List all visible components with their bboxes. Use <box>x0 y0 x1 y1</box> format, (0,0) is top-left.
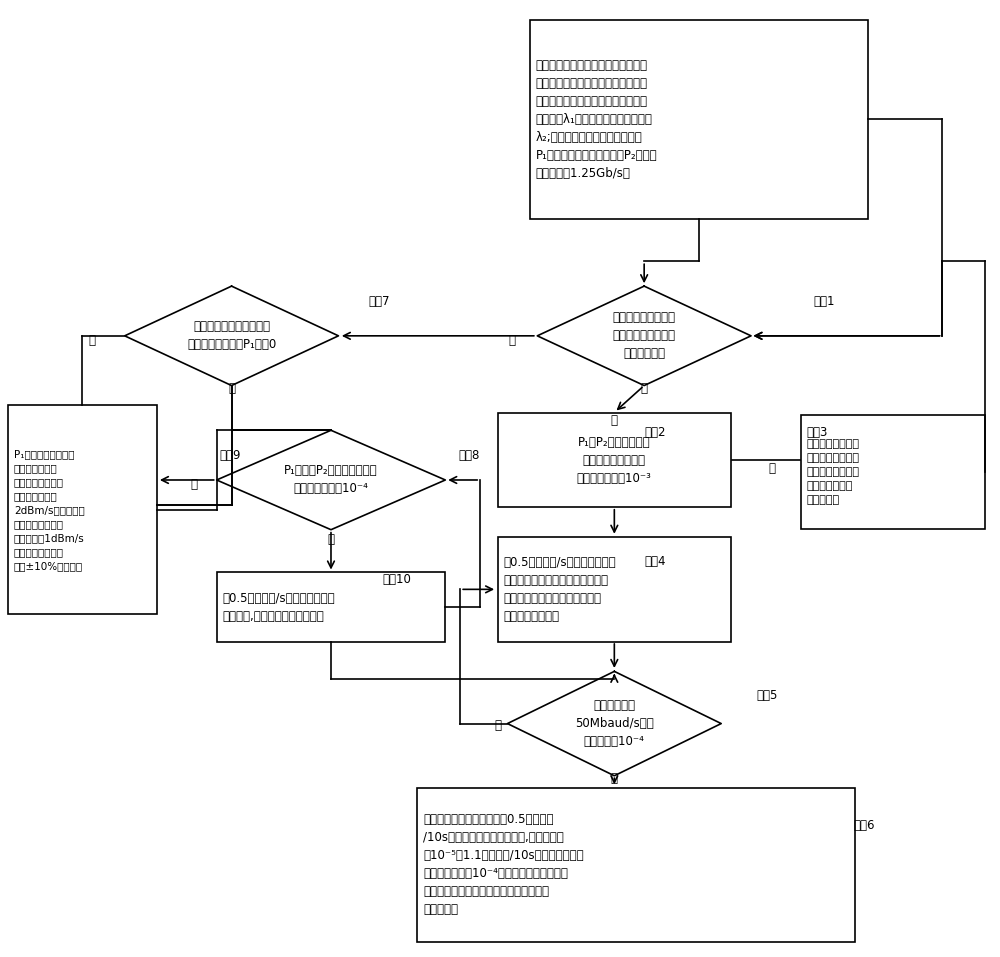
Polygon shape <box>537 286 751 386</box>
Bar <box>498 412 731 507</box>
Text: 步骤4: 步骤4 <box>644 555 666 568</box>
Text: 否: 否 <box>508 334 515 347</box>
Text: 步骤2: 步骤2 <box>644 426 666 438</box>
Text: P₁不变，P₂设为最大，检测
误码率是否劣于10⁻⁴: P₁不变，P₂设为最大，检测 误码率是否劣于10⁻⁴ <box>284 464 378 496</box>
Text: 根据轨道位置和地面发来指令设置飞
秒光梳模块处于星间精密测距状态还
是光信道探测状态。飞秒光梳模块的
波长定为λ₁，光通信终端的波长定为
λ₂;设置初始飞秒光梳: 根据轨道位置和地面发来指令设置飞 秒光梳模块处于星间精密测距状态还 是光信道探测… <box>536 58 657 180</box>
Bar <box>498 537 731 641</box>
Text: 将信号调制在光梳上，并以0.5倍原速率
/10s为步进降低信号发射速率,当误码率优
于10⁻⁵以1.1倍原速率/10s为步进提升速率
直至误码率接近10⁻⁴。飞: 将信号调制在光梳上，并以0.5倍原速率 /10s为步进降低信号发射速率,当误码率… <box>423 813 584 916</box>
Text: 步骤1: 步骤1 <box>813 295 835 307</box>
Text: 步骤9: 步骤9 <box>220 449 241 461</box>
Bar <box>530 20 868 218</box>
Text: 步骤3: 步骤3 <box>806 426 828 438</box>
Bar <box>801 415 985 529</box>
Polygon shape <box>217 431 445 530</box>
Bar <box>417 788 855 942</box>
Bar <box>8 406 157 614</box>
Text: P₁打开并调到最大，
接收光梳反射信
号，在确保测距精
度的前提下，以
2dBm/s为步进降低
光梳测距信号发射
功率，并以1dBm/s
步进将测距精度保
持在: P₁打开并调到最大， 接收光梳反射信 号，在确保测距精 度的前提下，以 2dBm… <box>14 449 85 570</box>
Text: 否: 否 <box>89 334 96 347</box>
Text: 以0.5倍原速率/s为步进降低信号
发射速率,收端同步降低发射速率: 以0.5倍原速率/s为步进降低信号 发射速率,收端同步降低发射速率 <box>223 591 335 623</box>
Bar <box>217 572 445 642</box>
Polygon shape <box>125 286 338 386</box>
Text: 步骤10: 步骤10 <box>383 573 412 586</box>
Text: 步骤8: 步骤8 <box>458 449 480 461</box>
Text: 飞秒光梳模块是否处于星
间精密测距状态，P₁设为0: 飞秒光梳模块是否处于星 间精密测距状态，P₁设为0 <box>187 321 276 351</box>
Text: 否: 否 <box>768 461 775 475</box>
Text: 步骤5: 步骤5 <box>757 689 778 702</box>
Text: 否: 否 <box>495 719 502 732</box>
Text: 根据指令检测，飞秒
光梳模块是否处于光
信道探测状态: 根据指令检测，飞秒 光梳模块是否处于光 信道探测状态 <box>613 311 676 361</box>
Text: 步骤7: 步骤7 <box>369 295 390 307</box>
Text: 是: 是 <box>611 413 618 427</box>
Text: 是: 是 <box>641 382 648 395</box>
Text: 保持通信，飞秒光
梳模块通过接收反
射信号计算信道衰
减和传输界面突
变，并记录: 保持通信，飞秒光 梳模块通过接收反 射信号计算信道衰 减和传输界面突 变，并记录 <box>807 439 860 505</box>
Text: 否: 否 <box>190 478 197 492</box>
Text: 是: 是 <box>611 771 618 785</box>
Text: 通信速率低于
50Mbaud/s，且
误码率劣于10⁻⁴: 通信速率低于 50Mbaud/s，且 误码率劣于10⁻⁴ <box>575 699 654 748</box>
Polygon shape <box>507 672 721 776</box>
Text: P₁和P₂设为最大，检
测对端发来的信号，
误码率是否劣于10⁻³: P₁和P₂设为最大，检 测对端发来的信号， 误码率是否劣于10⁻³ <box>577 435 652 484</box>
Text: 以0.5倍原速率/s为步进降低信号
发射速率，飞秒光梳模块通过接收
反射信号计算信道衰减和传输界
面的突变，并记录: 以0.5倍原速率/s为步进降低信号 发射速率，飞秒光梳模块通过接收 反射信号计算… <box>503 556 616 623</box>
Text: 是: 是 <box>327 533 334 546</box>
Text: 是: 是 <box>228 382 235 395</box>
Text: 步骤6: 步骤6 <box>853 819 874 833</box>
